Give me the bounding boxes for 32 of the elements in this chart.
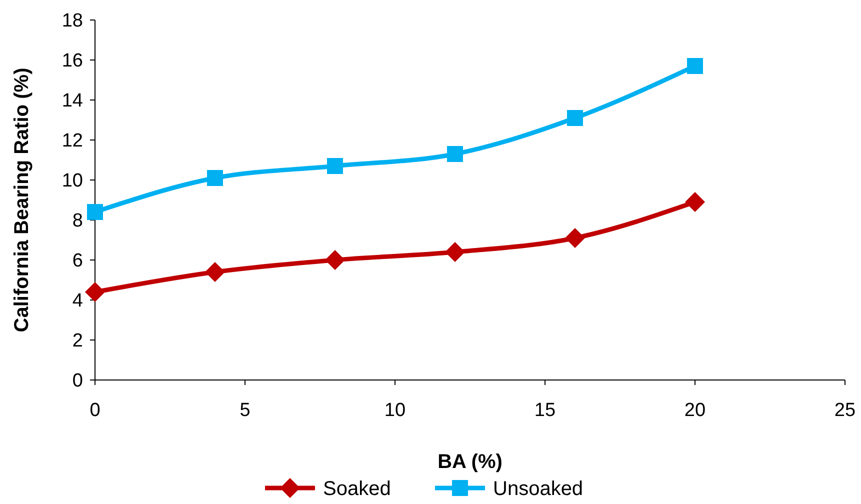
point <box>567 110 583 126</box>
point <box>205 262 225 282</box>
y-tick-label: 12 <box>62 130 83 152</box>
point <box>445 242 465 262</box>
point <box>687 58 703 74</box>
point <box>325 250 345 270</box>
point <box>87 204 103 220</box>
y-tick-label: 8 <box>72 210 83 232</box>
y-tick-label: 14 <box>62 90 84 112</box>
point <box>447 146 463 162</box>
legend-label: Unsoaked <box>493 478 584 500</box>
point <box>685 192 705 212</box>
y-axis-title: California Bearing Ratio (%) <box>11 68 33 332</box>
y-tick-label: 4 <box>72 290 84 312</box>
x-tick-label: 0 <box>90 400 100 421</box>
y-tick-label: 0 <box>72 370 83 392</box>
y-tick-label: 6 <box>72 250 83 272</box>
x-tick-label: 20 <box>684 400 706 421</box>
point <box>85 282 105 302</box>
x-tick-label: 25 <box>834 400 856 421</box>
x-axis-title: BA (%) <box>438 451 502 473</box>
legend-label: Soaked <box>323 478 391 500</box>
point <box>207 170 223 186</box>
y-tick-label: 2 <box>72 330 83 352</box>
y-tick-label: 18 <box>62 10 83 32</box>
point <box>327 158 343 174</box>
point <box>565 228 585 248</box>
x-tick-label: 15 <box>534 400 556 421</box>
y-tick-label: 10 <box>62 170 83 192</box>
x-tick-label: 5 <box>240 400 250 421</box>
x-tick-label: 10 <box>384 400 406 421</box>
y-tick-label: 16 <box>62 50 83 72</box>
